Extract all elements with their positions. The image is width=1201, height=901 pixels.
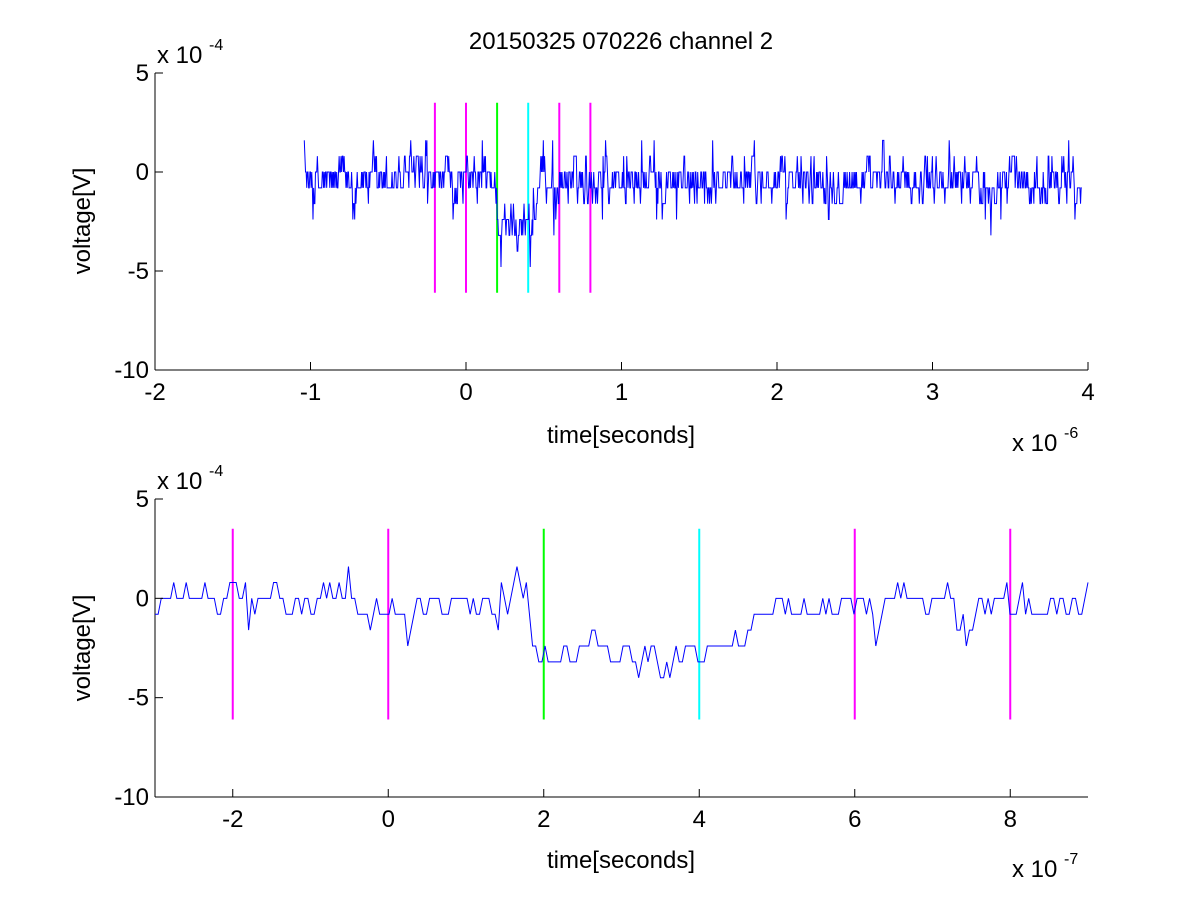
top-plot-y-tick-label: -5 — [128, 258, 149, 285]
bottom-plot-x-multiplier-exponent: -7 — [1064, 851, 1078, 868]
top-plot-x-tick-label: 1 — [615, 379, 628, 406]
bottom-plot-x-multiplier-base: x 10 — [1012, 856, 1057, 883]
bottom-plot-y-tick-label: 0 — [136, 585, 149, 612]
bottom-plot-y-tick-label: 5 — [136, 486, 149, 513]
bottom-plot-y-ticks: -10 -5 0 5 — [114, 486, 163, 811]
bottom-plot-x-label: time[seconds] — [547, 847, 695, 874]
bottom-plot-y-label: voltage[V] — [69, 595, 96, 702]
bottom-plot-y-tick-label: -5 — [128, 685, 149, 712]
bottom-plot-x-tick-label: 2 — [537, 806, 550, 833]
bottom-plot-x-tick-label: 6 — [848, 806, 861, 833]
bottom-plot: -2 0 2 4 6 8 -10 -5 0 5 time[seconds] voltage[V]… — [69, 463, 1089, 883]
top-plot-x-multiplier-base: x 10 — [1012, 430, 1057, 457]
top-plot-x-tick-label: 0 — [459, 379, 472, 406]
figure-title: 20150325 070226 channel 2 — [469, 28, 773, 55]
top-plot-x-tick-label: 4 — [1081, 379, 1094, 406]
top-plot-x-multiplier: x 10 -6 — [1012, 425, 1078, 457]
bottom-plot-voltage-trace — [155, 566, 1089, 679]
top-plot-x-tick-label: 2 — [770, 379, 783, 406]
bottom-plot-x-multiplier: x 10 -7 — [1012, 851, 1078, 883]
bottom-plot-y-multiplier-base: x 10 — [157, 468, 202, 495]
top-plot-markers — [433, 102, 592, 293]
top-plot-y-multiplier-base: x 10 — [157, 42, 202, 69]
bottom-plot-x-tick-label: 4 — [693, 806, 706, 833]
top-plot-x-multiplier-exponent: -6 — [1064, 425, 1078, 442]
bottom-plot-x-tick-label: -2 — [222, 806, 243, 833]
bottom-plot-markers — [231, 528, 1012, 720]
top-plot-y-tick-label: -10 — [114, 357, 149, 384]
top-plot-voltage-trace — [303, 139, 1082, 268]
top-plot-x-tick-label: 3 — [926, 379, 939, 406]
top-plot-y-tick-label: 0 — [136, 159, 149, 186]
bottom-plot-y-tick-label: -10 — [114, 784, 149, 811]
bottom-plot-y-multiplier: x 10 -4 — [157, 463, 223, 495]
bottom-plot-y-multiplier-exponent: -4 — [209, 463, 223, 480]
top-plot-x-label: time[seconds] — [547, 422, 695, 449]
bottom-plot-x-ticks: -2 0 2 4 6 8 — [222, 789, 1017, 833]
top-plot-y-label: voltage[V] — [69, 168, 96, 275]
top-plot-y-multiplier: x 10 -4 — [157, 37, 223, 69]
top-plot-x-tick-label: -2 — [144, 379, 165, 406]
top-plot-y-tick-label: 5 — [136, 60, 149, 87]
bottom-plot-x-tick-label: 0 — [382, 806, 395, 833]
top-plot-y-multiplier-exponent: -4 — [209, 37, 223, 54]
top-plot-x-tick-label: -1 — [300, 379, 321, 406]
top-plot: -2 -1 0 1 2 3 4 -10-505 time[seconds] voltage[… — [69, 37, 1095, 457]
top-plot-x-ticks: -2 -1 0 1 2 3 4 — [144, 362, 1095, 406]
bottom-plot-x-tick-label: 8 — [1004, 806, 1017, 833]
top-plot-y-ticks: -10 -5 0 5 — [114, 60, 163, 384]
